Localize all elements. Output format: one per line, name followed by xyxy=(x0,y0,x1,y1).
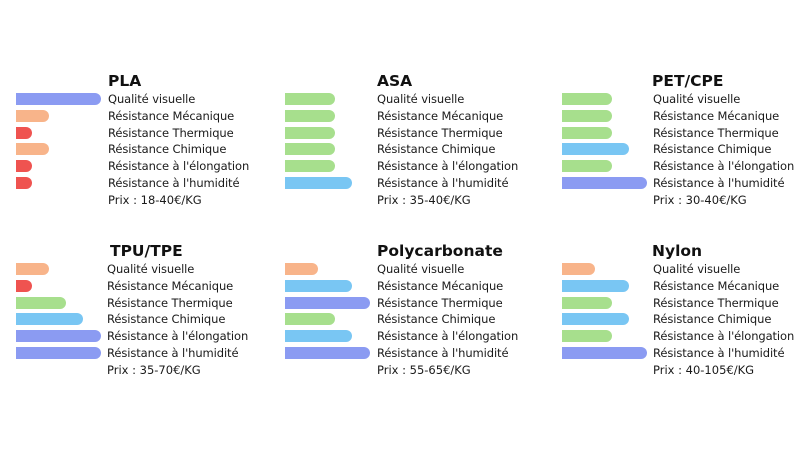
property-label: Résistance à l'humidité xyxy=(108,176,240,190)
property-label: Qualité visuelle xyxy=(108,92,196,106)
property-label: Résistance à l'humidité xyxy=(107,346,239,360)
material-card-2: PET/CPE Qualité visuelle Résistance Mécani… xyxy=(562,72,800,222)
material-title: TPU/TPE xyxy=(110,242,183,260)
rating-bar xyxy=(16,177,32,189)
rating-bar xyxy=(16,109,49,122)
price-label: Prix : 35-70€/KG xyxy=(107,362,201,377)
rating-bar xyxy=(562,126,612,139)
rating-bar xyxy=(16,160,32,173)
property-label: Résistance Mécanique xyxy=(108,108,235,123)
rating-bar xyxy=(562,313,629,326)
property-label: Qualité visuelle xyxy=(377,262,465,276)
property-label: Résistance Mécanique xyxy=(377,278,504,293)
property-label: Résistance à l'élongation xyxy=(108,159,250,174)
material-title: Nylon xyxy=(652,242,703,260)
price-label: Prix : 40-105€/KG xyxy=(653,362,755,377)
material-card-5: Nylon Qualité visuelle Résistance Mécaniqu… xyxy=(562,242,800,392)
rating-bar xyxy=(285,109,335,122)
rating-bar xyxy=(562,109,612,122)
property-label: Résistance Thermique xyxy=(653,125,779,140)
rating-bar xyxy=(285,93,335,105)
rating-bar xyxy=(16,347,101,359)
rating-bar xyxy=(562,330,612,343)
rating-bar xyxy=(16,126,32,139)
rating-bar xyxy=(285,313,335,326)
property-label: Résistance Mécanique xyxy=(377,108,504,123)
rating-bar xyxy=(285,143,335,156)
material-card-4: Polycarbonate Qualité visuelle Résistance … xyxy=(285,242,555,392)
price-label: Prix : 30-40€/KG xyxy=(653,192,747,207)
rating-bar xyxy=(285,347,370,359)
property-label: Résistance à l'élongation xyxy=(653,329,795,344)
property-label: Résistance à l'humidité xyxy=(653,346,785,360)
rating-bar xyxy=(562,347,647,359)
property-label: Résistance à l'élongation xyxy=(377,329,519,344)
rating-bar xyxy=(562,160,612,173)
property-label: Résistance à l'humidité xyxy=(377,346,509,360)
rating-bar xyxy=(562,296,612,309)
rating-bar xyxy=(562,263,595,275)
property-label: Résistance Mécanique xyxy=(653,108,780,123)
rating-bar xyxy=(285,177,352,189)
property-label: Qualité visuelle xyxy=(653,92,741,106)
rating-bar xyxy=(562,177,647,189)
property-label: Résistance Chimique xyxy=(377,312,496,327)
property-label: Résistance à l'élongation xyxy=(107,329,249,344)
material-title: ASA xyxy=(377,72,413,90)
rating-bar xyxy=(285,279,352,292)
property-label: Résistance Thermique xyxy=(108,125,234,140)
price-label: Prix : 35-40€/KG xyxy=(377,192,471,207)
property-label: Résistance Thermique xyxy=(653,295,779,310)
rating-bar xyxy=(16,296,66,309)
material-title: Polycarbonate xyxy=(377,242,503,260)
property-label: Résistance Chimique xyxy=(653,142,772,157)
property-label: Résistance Thermique xyxy=(377,125,503,140)
property-label: Résistance à l'élongation xyxy=(377,159,519,174)
price-label: Prix : 18-40€/KG xyxy=(108,192,202,207)
rating-bar xyxy=(16,313,83,326)
property-label: Qualité visuelle xyxy=(653,262,741,276)
property-label: Résistance Chimique xyxy=(653,312,772,327)
rating-bar xyxy=(562,93,612,105)
material-title: PET/CPE xyxy=(652,72,724,90)
property-label: Qualité visuelle xyxy=(107,262,195,276)
rating-bar xyxy=(16,279,32,292)
property-label: Résistance Chimique xyxy=(107,312,226,327)
material-card-3: TPU/TPE Qualité visuelle Résistance Mécani… xyxy=(16,242,286,392)
property-label: Résistance Chimique xyxy=(377,142,496,157)
rating-bar xyxy=(285,160,335,173)
property-label: Résistance à l'humidité xyxy=(377,176,509,190)
price-label: Prix : 55-65€/KG xyxy=(377,362,471,377)
rating-bar xyxy=(16,263,49,275)
rating-bar xyxy=(285,263,318,275)
property-label: Résistance Mécanique xyxy=(107,278,234,293)
property-label: Résistance à l'élongation xyxy=(653,159,795,174)
property-label: Résistance Chimique xyxy=(108,142,227,157)
rating-bar xyxy=(285,296,370,309)
property-label: Résistance à l'humidité xyxy=(653,176,785,190)
rating-bar xyxy=(562,143,629,156)
material-card-1: ASA Qualité visuelle Résistance Mécanique R… xyxy=(285,72,555,222)
property-label: Résistance Thermique xyxy=(377,295,503,310)
rating-bar xyxy=(285,330,352,343)
property-label: Qualité visuelle xyxy=(377,92,465,106)
material-title: PLA xyxy=(108,72,142,90)
rating-bar xyxy=(16,330,101,343)
rating-bar xyxy=(16,93,101,105)
property-label: Résistance Thermique xyxy=(107,295,233,310)
rating-bar xyxy=(16,143,49,156)
rating-bar xyxy=(285,126,335,139)
material-card-0: PLA Qualité visuelle Résistance Mécanique R… xyxy=(16,72,286,222)
rating-bar xyxy=(562,279,629,292)
property-label: Résistance Mécanique xyxy=(653,278,780,293)
